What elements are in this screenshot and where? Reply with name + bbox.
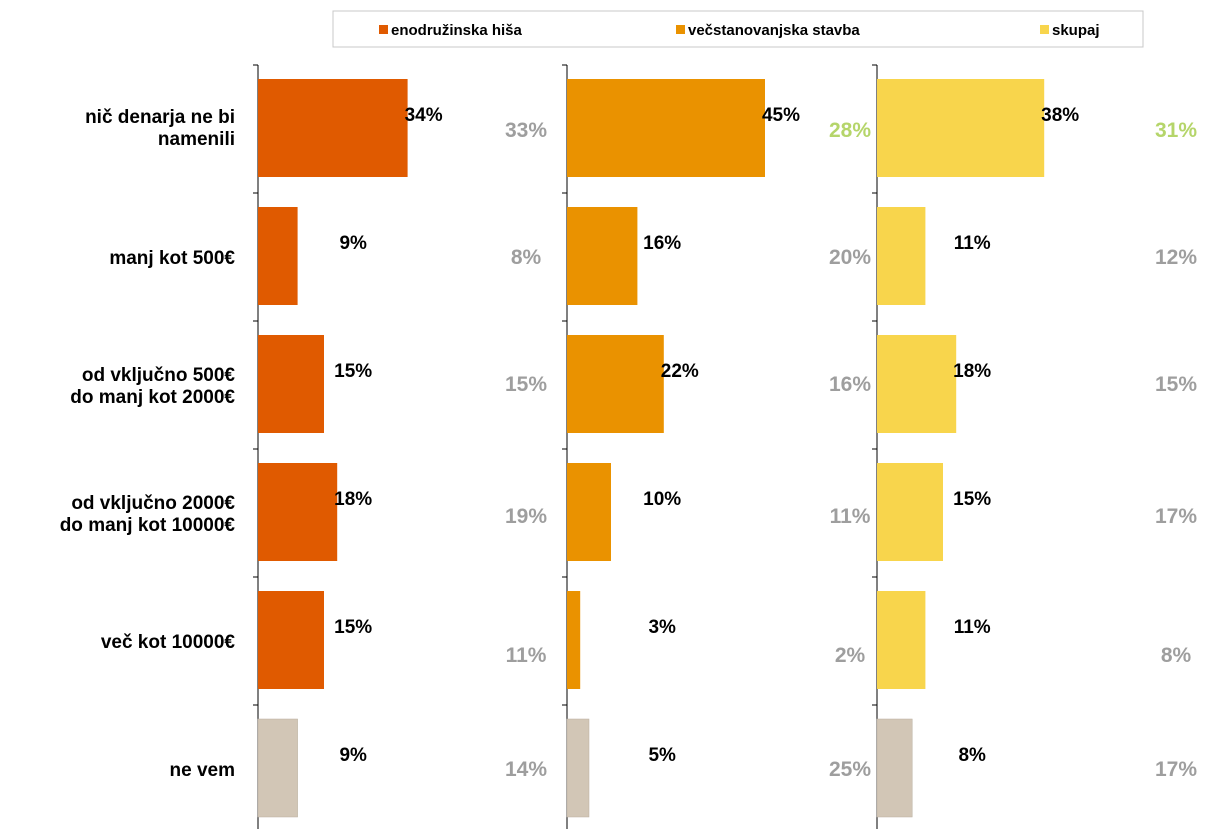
category-label-4: od vključno 2000€ do manj kot 10000€ — [60, 493, 236, 536]
value-label-skupaj-3: 18% — [953, 361, 991, 382]
comparison-label-vecstanovanjska-stavba-5: 2% — [835, 644, 866, 667]
panel-enodruzinska-hisa: 34% 33% 9% 8% 15% 15% 18% 19% 15% 11% 9% 14% — [253, 64, 547, 829]
comparison-label-vecstanovanjska-stavba-6: 25% — [829, 758, 871, 781]
comparison-label-vecstanovanjska-stavba-2: 20% — [829, 246, 871, 269]
value-label-enodruzinska-hisa-6: 9% — [339, 745, 367, 766]
bar-vecstanovanjska-stavba-4 — [567, 463, 611, 561]
comparison-label-vecstanovanjska-stavba-1: 28% — [829, 119, 871, 142]
comparison-label-skupaj-6: 17% — [1155, 758, 1197, 781]
legend-swatch-vecstanovanjska-stavba — [676, 25, 685, 34]
category-label-1: nič denarja ne bi namenili — [85, 107, 235, 150]
comparison-label-enodruzinska-hisa-1: 33% — [505, 119, 547, 142]
value-label-vecstanovanjska-stavba-1: 45% — [762, 105, 800, 126]
value-label-vecstanovanjska-stavba-4: 10% — [643, 489, 681, 510]
value-label-vecstanovanjska-stavba-5: 3% — [648, 617, 676, 638]
legend-swatch-enodruzinska-hisa — [379, 25, 388, 34]
value-label-skupaj-5: 11% — [954, 617, 991, 638]
legend-label-enodruzinska-hisa: enodružinska hiša — [391, 22, 523, 39]
category-label-3: od vključno 500€ do manj kot 2000€ — [70, 365, 235, 408]
bar-vecstanovanjska-stavba-6 — [566, 718, 590, 818]
value-label-vecstanovanjska-stavba-6: 5% — [648, 745, 676, 766]
bar-vecstanovanjska-stavba-5 — [567, 591, 581, 689]
value-label-enodruzinska-hisa-4: 18% — [334, 489, 372, 510]
bar-skupaj-2 — [877, 207, 926, 305]
legend-label-skupaj: skupaj — [1052, 22, 1100, 39]
comparison-label-skupaj-1: 31% — [1155, 119, 1197, 142]
value-label-vecstanovanjska-stavba-2: 16% — [643, 233, 681, 254]
comparison-label-skupaj-5: 8% — [1161, 644, 1192, 667]
bar-enodruzinska-hisa-4 — [258, 463, 338, 561]
bar-skupaj-1 — [877, 79, 1045, 177]
value-label-vecstanovanjska-stavba-3: 22% — [661, 361, 699, 382]
bar-skupaj-5 — [877, 591, 926, 689]
value-label-enodruzinska-hisa-2: 9% — [339, 233, 367, 254]
value-label-skupaj-1: 38% — [1041, 105, 1079, 126]
bar-vecstanovanjska-stavba-3 — [567, 335, 664, 433]
category-label-5: več kot 10000€ — [101, 632, 236, 653]
comparison-label-skupaj-3: 15% — [1155, 373, 1197, 396]
bar-enodruzinska-hisa-3 — [258, 335, 324, 433]
bar-skupaj-6 — [876, 718, 913, 818]
comparison-label-skupaj-4: 17% — [1155, 505, 1197, 528]
comparison-label-enodruzinska-hisa-5: 11% — [506, 644, 547, 667]
bar-enodruzinska-hisa-6 — [257, 718, 298, 818]
comparison-label-enodruzinska-hisa-6: 14% — [505, 758, 547, 781]
value-label-skupaj-2: 11% — [954, 233, 991, 254]
legend-swatch-skupaj — [1040, 25, 1049, 34]
comparison-label-skupaj-2: 12% — [1155, 246, 1197, 269]
category-label-2: manj kot 500€ — [109, 248, 235, 269]
bar-skupaj-3 — [877, 335, 957, 433]
bar-skupaj-4 — [877, 463, 943, 561]
comparison-label-enodruzinska-hisa-2: 8% — [511, 246, 542, 269]
legend-label-vecstanovanjska-stavba: večstanovanjska stavba — [688, 22, 860, 39]
value-label-skupaj-6: 8% — [958, 745, 986, 766]
chart-panels: 34% 33% 9% 8% 15% 15% 18% 19% 15% 11% 9% 14% 45% 28% 1… — [253, 64, 1197, 829]
comparison-label-enodruzinska-hisa-4: 19% — [505, 505, 547, 528]
bar-enodruzinska-hisa-2 — [258, 207, 298, 305]
bar-vecstanovanjska-stavba-2 — [567, 207, 638, 305]
value-label-enodruzinska-hisa-1: 34% — [405, 105, 443, 126]
bar-vecstanovanjska-stavba-1 — [567, 79, 765, 177]
legend: enodružinska hiša večstanovanjska stavba s… — [332, 10, 1144, 48]
bar-enodruzinska-hisa-5 — [258, 591, 324, 689]
comparison-label-enodruzinska-hisa-3: 15% — [505, 373, 547, 396]
category-labels: nič denarja ne bi namenili manj kot 500€ od… — [60, 107, 236, 781]
value-label-enodruzinska-hisa-3: 15% — [334, 361, 372, 382]
category-label-6: ne vem — [170, 760, 235, 781]
panel-skupaj: 38% 31% 11% 12% 18% 15% 15% 17% 11% 8% 8% 17% — [872, 64, 1197, 829]
legend-box — [332, 10, 1144, 48]
comparison-label-vecstanovanjska-stavba-3: 16% — [829, 373, 871, 396]
value-label-skupaj-4: 15% — [953, 489, 991, 510]
panel-vecstanovanjska-stavba: 45% 28% 16% 20% 22% 16% 10% 11% 3% 2% 5% 25% — [562, 64, 871, 829]
bar-enodruzinska-hisa-1 — [258, 79, 408, 177]
value-label-enodruzinska-hisa-5: 15% — [334, 617, 372, 638]
comparison-label-vecstanovanjska-stavba-4: 11% — [830, 505, 871, 528]
